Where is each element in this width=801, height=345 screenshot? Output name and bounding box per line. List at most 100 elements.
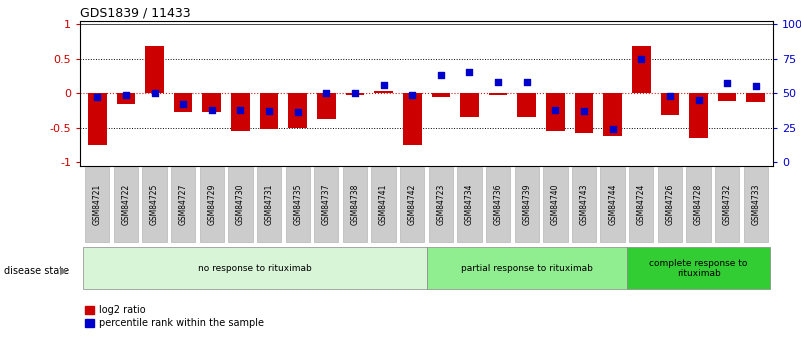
Point bbox=[234, 107, 247, 112]
Point bbox=[148, 90, 161, 96]
Point bbox=[721, 81, 734, 86]
Point bbox=[635, 56, 648, 61]
FancyBboxPatch shape bbox=[658, 167, 682, 242]
Point bbox=[521, 79, 533, 85]
Text: GSM84734: GSM84734 bbox=[465, 184, 474, 225]
Point bbox=[549, 107, 562, 112]
Text: disease state: disease state bbox=[4, 266, 69, 276]
FancyBboxPatch shape bbox=[457, 167, 481, 242]
FancyBboxPatch shape bbox=[429, 167, 453, 242]
Bar bbox=[317, 93, 336, 119]
Text: no response to rituximab: no response to rituximab bbox=[198, 264, 312, 273]
Text: GSM84738: GSM84738 bbox=[351, 184, 360, 225]
FancyBboxPatch shape bbox=[627, 247, 770, 289]
Bar bbox=[574, 93, 594, 133]
Text: GSM84740: GSM84740 bbox=[551, 184, 560, 225]
Text: GSM84731: GSM84731 bbox=[264, 184, 274, 225]
FancyBboxPatch shape bbox=[114, 167, 138, 242]
FancyBboxPatch shape bbox=[343, 167, 367, 242]
FancyBboxPatch shape bbox=[314, 167, 339, 242]
FancyBboxPatch shape bbox=[143, 167, 167, 242]
Bar bbox=[288, 93, 307, 128]
Point bbox=[463, 70, 476, 75]
Text: GSM84744: GSM84744 bbox=[608, 184, 617, 225]
Point bbox=[606, 126, 619, 132]
FancyBboxPatch shape bbox=[629, 167, 654, 242]
Point bbox=[205, 107, 218, 112]
FancyBboxPatch shape bbox=[743, 167, 768, 242]
FancyBboxPatch shape bbox=[372, 167, 396, 242]
FancyBboxPatch shape bbox=[285, 167, 310, 242]
Point bbox=[492, 79, 505, 85]
Text: GSM84725: GSM84725 bbox=[150, 184, 159, 225]
Bar bbox=[747, 93, 765, 102]
FancyBboxPatch shape bbox=[572, 167, 596, 242]
Bar bbox=[374, 91, 393, 93]
Text: partial response to rituximab: partial response to rituximab bbox=[461, 264, 593, 273]
Bar bbox=[117, 93, 135, 104]
Point bbox=[377, 82, 390, 88]
FancyBboxPatch shape bbox=[514, 167, 539, 242]
Bar bbox=[203, 93, 221, 112]
Text: GSM84723: GSM84723 bbox=[437, 184, 445, 225]
Text: GSM84721: GSM84721 bbox=[93, 184, 102, 225]
FancyBboxPatch shape bbox=[83, 247, 426, 289]
Bar bbox=[174, 93, 192, 112]
Text: GSM84741: GSM84741 bbox=[379, 184, 388, 225]
FancyBboxPatch shape bbox=[85, 167, 110, 242]
Text: GDS1839 / 11433: GDS1839 / 11433 bbox=[80, 7, 191, 20]
Bar bbox=[432, 93, 450, 97]
Point bbox=[348, 90, 361, 96]
Point bbox=[578, 108, 590, 114]
Bar bbox=[689, 93, 708, 138]
FancyBboxPatch shape bbox=[601, 167, 625, 242]
FancyBboxPatch shape bbox=[228, 167, 252, 242]
Bar bbox=[231, 93, 250, 131]
Bar bbox=[661, 93, 679, 115]
Point bbox=[119, 92, 132, 97]
Point bbox=[292, 110, 304, 115]
Bar bbox=[346, 93, 364, 95]
FancyBboxPatch shape bbox=[171, 167, 195, 242]
FancyBboxPatch shape bbox=[426, 247, 627, 289]
Text: complete response to
rituximab: complete response to rituximab bbox=[650, 258, 747, 278]
Point bbox=[320, 90, 332, 96]
FancyBboxPatch shape bbox=[686, 167, 710, 242]
Text: GSM84729: GSM84729 bbox=[207, 184, 216, 225]
Point bbox=[177, 101, 190, 107]
FancyBboxPatch shape bbox=[400, 167, 425, 242]
FancyBboxPatch shape bbox=[199, 167, 224, 242]
Bar bbox=[603, 93, 622, 136]
Point bbox=[91, 95, 103, 100]
Bar bbox=[517, 93, 536, 117]
Text: GSM84726: GSM84726 bbox=[666, 184, 674, 225]
Text: GSM84736: GSM84736 bbox=[493, 184, 502, 225]
Text: GSM84735: GSM84735 bbox=[293, 184, 302, 225]
Text: GSM84724: GSM84724 bbox=[637, 184, 646, 225]
Legend: log2 ratio, percentile rank within the sample: log2 ratio, percentile rank within the s… bbox=[85, 305, 264, 328]
Bar bbox=[718, 93, 736, 101]
Text: GSM84733: GSM84733 bbox=[751, 184, 760, 225]
Point bbox=[750, 83, 763, 89]
Bar bbox=[145, 46, 164, 93]
Point bbox=[263, 108, 276, 114]
Bar bbox=[460, 93, 479, 117]
Text: GSM84743: GSM84743 bbox=[579, 184, 589, 225]
Text: GSM84730: GSM84730 bbox=[236, 184, 245, 225]
Bar bbox=[489, 93, 507, 95]
FancyBboxPatch shape bbox=[257, 167, 281, 242]
Point bbox=[663, 93, 676, 99]
Point bbox=[406, 92, 419, 97]
FancyBboxPatch shape bbox=[486, 167, 510, 242]
Text: GSM84728: GSM84728 bbox=[694, 184, 703, 225]
Text: ▶: ▶ bbox=[60, 266, 67, 276]
Point bbox=[434, 72, 447, 78]
Text: GSM84737: GSM84737 bbox=[322, 184, 331, 225]
Bar bbox=[403, 93, 421, 145]
Bar bbox=[260, 93, 279, 129]
Bar bbox=[632, 46, 650, 93]
Text: GSM84727: GSM84727 bbox=[179, 184, 187, 225]
FancyBboxPatch shape bbox=[543, 167, 568, 242]
Bar bbox=[88, 93, 107, 145]
Text: GSM84742: GSM84742 bbox=[408, 184, 417, 225]
